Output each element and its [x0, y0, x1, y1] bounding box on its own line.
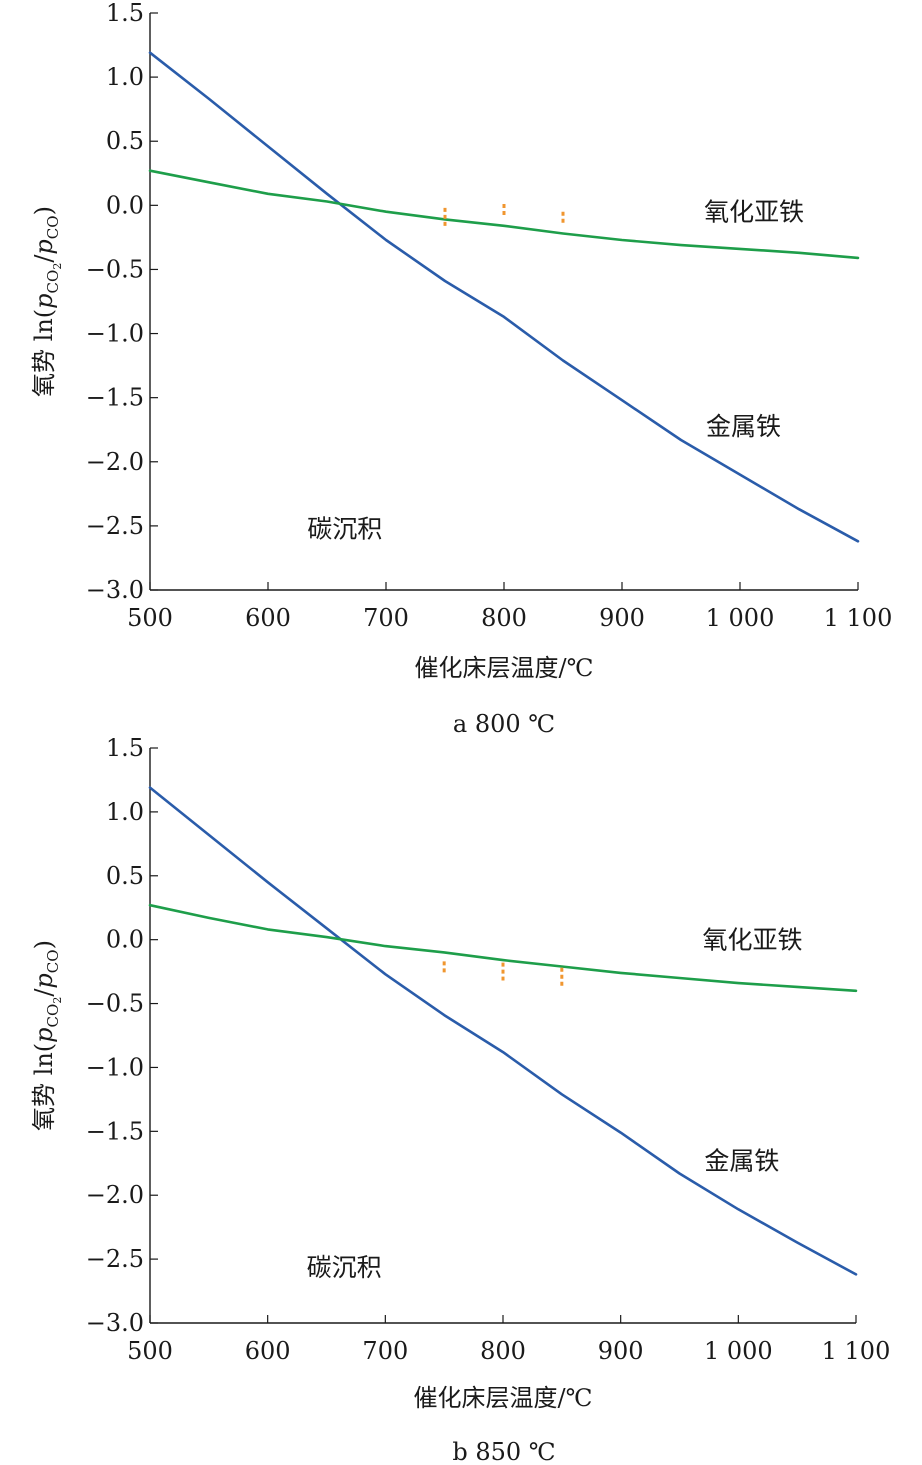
x-tick-label: 800: [481, 604, 527, 632]
y-axis-title: 氧势 ln(pCO2/pCO): [30, 940, 64, 1131]
y-axis-title-part: /: [30, 988, 58, 997]
series-line-blue: [148, 786, 858, 1276]
y-tick-label: −2.0: [86, 448, 144, 476]
y-axis-title-part: CO: [44, 215, 62, 239]
x-tick-label: 800: [480, 1337, 526, 1365]
y-axis-title-part: CO: [44, 1004, 62, 1028]
y-tick-label: 0.5: [106, 127, 144, 155]
y-axis-title-part: 2: [51, 997, 64, 1004]
y-axis-title-part: CO: [44, 270, 62, 294]
region-annotation: 金属铁: [704, 1147, 779, 1176]
x-tick-label: 600: [245, 604, 291, 632]
y-axis-title: 氧势 ln(pCO2/pCO): [30, 206, 64, 397]
y-tick-label: −0.5: [86, 990, 144, 1018]
series-line-green: [148, 169, 860, 260]
y-tick-label: −1.0: [86, 1053, 144, 1081]
x-axis-title: 催化床层温度/℃: [415, 654, 594, 682]
y-axis-title-part: ): [30, 940, 58, 949]
y-tick-label: −0.5: [86, 255, 144, 283]
y-tick-label: 1.0: [106, 798, 144, 826]
y-axis-title-part: p: [30, 239, 58, 254]
x-tick-label: 1 000: [704, 1337, 773, 1365]
y-axis-title-part: p: [30, 1027, 58, 1042]
y-tick-label: −2.5: [86, 512, 144, 540]
y-tick-label: −1.0: [86, 320, 144, 348]
series-line-green: [148, 903, 858, 993]
y-tick-label: 1.5: [106, 0, 144, 27]
y-tick-label: 0.5: [106, 862, 144, 890]
x-axis-title: 催化床层温度/℃: [414, 1384, 593, 1412]
y-tick-label: 1.5: [106, 734, 144, 762]
y-axis-title-part: ): [30, 206, 58, 215]
y-tick-label: −3.0: [86, 576, 144, 604]
x-tick-label: 1 000: [706, 604, 775, 632]
region-annotation: 氧化亚铁: [702, 926, 802, 955]
y-axis-title-part: 氧势 ln(: [30, 1043, 58, 1131]
x-tick-label: 900: [598, 1337, 644, 1365]
x-tick-label: 500: [127, 604, 173, 632]
y-tick-label: −1.5: [86, 384, 144, 412]
series-line-blue: [148, 51, 860, 543]
x-tick-label: 500: [127, 1337, 173, 1365]
x-tick-label: 1 100: [822, 1337, 891, 1365]
panel-caption: b 850 ℃: [452, 1438, 555, 1465]
x-tick-label: 600: [245, 1337, 291, 1365]
y-tick-label: 1.0: [106, 63, 144, 91]
region-annotation: 金属铁: [706, 412, 781, 441]
panel-caption: a 800 ℃: [453, 710, 555, 738]
y-axis-title-part: p: [30, 293, 58, 308]
y-tick-label: −3.0: [86, 1309, 144, 1337]
y-axis-title-part: 氧势 ln(: [30, 309, 58, 397]
region-annotation: 碳沉积: [307, 1253, 382, 1282]
y-tick-label: −2.5: [86, 1245, 144, 1273]
x-tick-label: 700: [362, 1337, 408, 1365]
y-tick-label: 0.0: [106, 191, 144, 219]
y-axis-title-part: 2: [51, 263, 64, 270]
y-tick-label: −2.0: [86, 1181, 144, 1209]
y-tick-label: −1.5: [86, 1117, 144, 1145]
y-axis-title-part: p: [30, 973, 58, 988]
y-axis-title-part: CO: [44, 949, 62, 973]
x-tick-label: 700: [363, 604, 409, 632]
x-tick-label: 900: [599, 604, 645, 632]
y-axis-title-part: /: [30, 254, 58, 263]
region-annotation: 氧化亚铁: [704, 198, 804, 227]
region-annotation: 碳沉积: [307, 514, 382, 543]
y-tick-label: 0.0: [106, 926, 144, 954]
x-tick-label: 1 100: [824, 604, 893, 632]
